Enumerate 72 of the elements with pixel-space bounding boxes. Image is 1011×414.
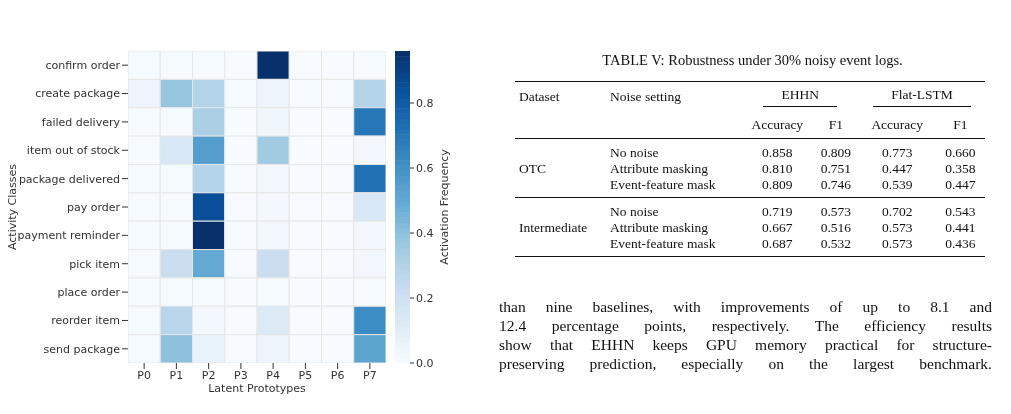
text: EHHN [781, 87, 819, 102]
x-tick-label: P2 [201, 368, 216, 382]
text: 0.660 [945, 145, 976, 160]
x-tick-label: P1 [169, 368, 184, 382]
text: No noise [610, 204, 659, 219]
y-tick-label: package delivered [18, 172, 120, 186]
text: Accuracy [871, 117, 924, 132]
text: F1 [828, 117, 844, 132]
y-axis-title: Activity Classes [5, 163, 19, 251]
y-tick-label: confirm order [45, 59, 121, 73]
x-axis-title: Latent Prototypes [208, 382, 307, 395]
y-tick-label: reorder item [51, 314, 120, 328]
text: show that EHHN keeps GPU memory practical for structure- [499, 335, 992, 354]
text: 0.809 [762, 177, 793, 192]
y-tick-label: create package [35, 87, 121, 101]
y-tick-label: payment reminder [17, 229, 121, 243]
text: 0.532 [820, 236, 852, 251]
text: Event-feature mask [610, 236, 716, 251]
text: TABLE V: Robustness under 30% noisy event logs. [601, 52, 904, 69]
text: OTC [519, 161, 546, 176]
text: Attribute masking [610, 161, 708, 176]
text: Noise setting [610, 89, 681, 104]
text: 0.441 [945, 220, 976, 235]
text: 0.809 [820, 145, 852, 160]
text: F1 [953, 117, 968, 132]
text: Event-feature mask [610, 177, 716, 192]
y-tick-label: pay order [66, 200, 121, 214]
text: 0.746 [820, 177, 852, 192]
x-tick-label: P4 [266, 368, 280, 382]
y-tick-label: failed delivery [41, 115, 121, 129]
text: 0.573 [820, 204, 852, 219]
text: No noise [610, 145, 659, 160]
text: 0.539 [882, 177, 913, 192]
text: than nine baselines, with improvements of up to 8.1 and [499, 297, 992, 316]
text: 0.358 [945, 161, 976, 176]
x-tick-label: P0 [137, 368, 151, 382]
text: 0.516 [820, 220, 852, 235]
text: preserving prediction, especially on the largest benchmark. [499, 354, 992, 373]
x-tick-label: P7 [363, 368, 377, 382]
color-bar-title: Activation Frequency [438, 148, 451, 265]
color-bar-label: 0.8 [416, 97, 434, 110]
text: 0.447 [945, 177, 976, 192]
x-tick-label: P3 [234, 368, 248, 382]
text: 0.436 [945, 236, 976, 251]
text: Accuracy [751, 117, 804, 132]
color-bar-label: 0.6 [416, 162, 434, 175]
text: 0.773 [882, 145, 913, 160]
text: 0.702 [882, 204, 913, 219]
text: 0.719 [762, 204, 793, 219]
text: 0.810 [762, 161, 793, 176]
y-tick-label: place order [57, 286, 121, 299]
text: 0.573 [882, 236, 913, 251]
text: 0.858 [762, 145, 793, 160]
color-bar-label: 0.0 [416, 357, 434, 370]
text: 0.447 [882, 161, 913, 176]
text: 0.573 [882, 220, 913, 235]
text: Intermediate [519, 220, 588, 235]
text: Dataset [519, 89, 560, 104]
y-tick-label: item out of stock [26, 144, 121, 158]
color-bar-label: 0.2 [416, 292, 434, 305]
color-bar-label: 0.4 [416, 227, 434, 240]
text: Flat-LSTM [891, 87, 953, 102]
y-tick-label: send package [43, 342, 121, 356]
text: 0.543 [945, 204, 976, 219]
text: 0.687 [762, 236, 793, 251]
y-tick-label: pick item [69, 257, 120, 271]
x-tick-label: P5 [298, 368, 313, 382]
text: 0.667 [762, 220, 793, 235]
text: Attribute masking [610, 220, 708, 235]
x-tick-label: P6 [330, 368, 345, 382]
text: 0.751 [820, 161, 852, 176]
text: 12.4 percentage points, respectively. The efficiency results [499, 316, 992, 335]
